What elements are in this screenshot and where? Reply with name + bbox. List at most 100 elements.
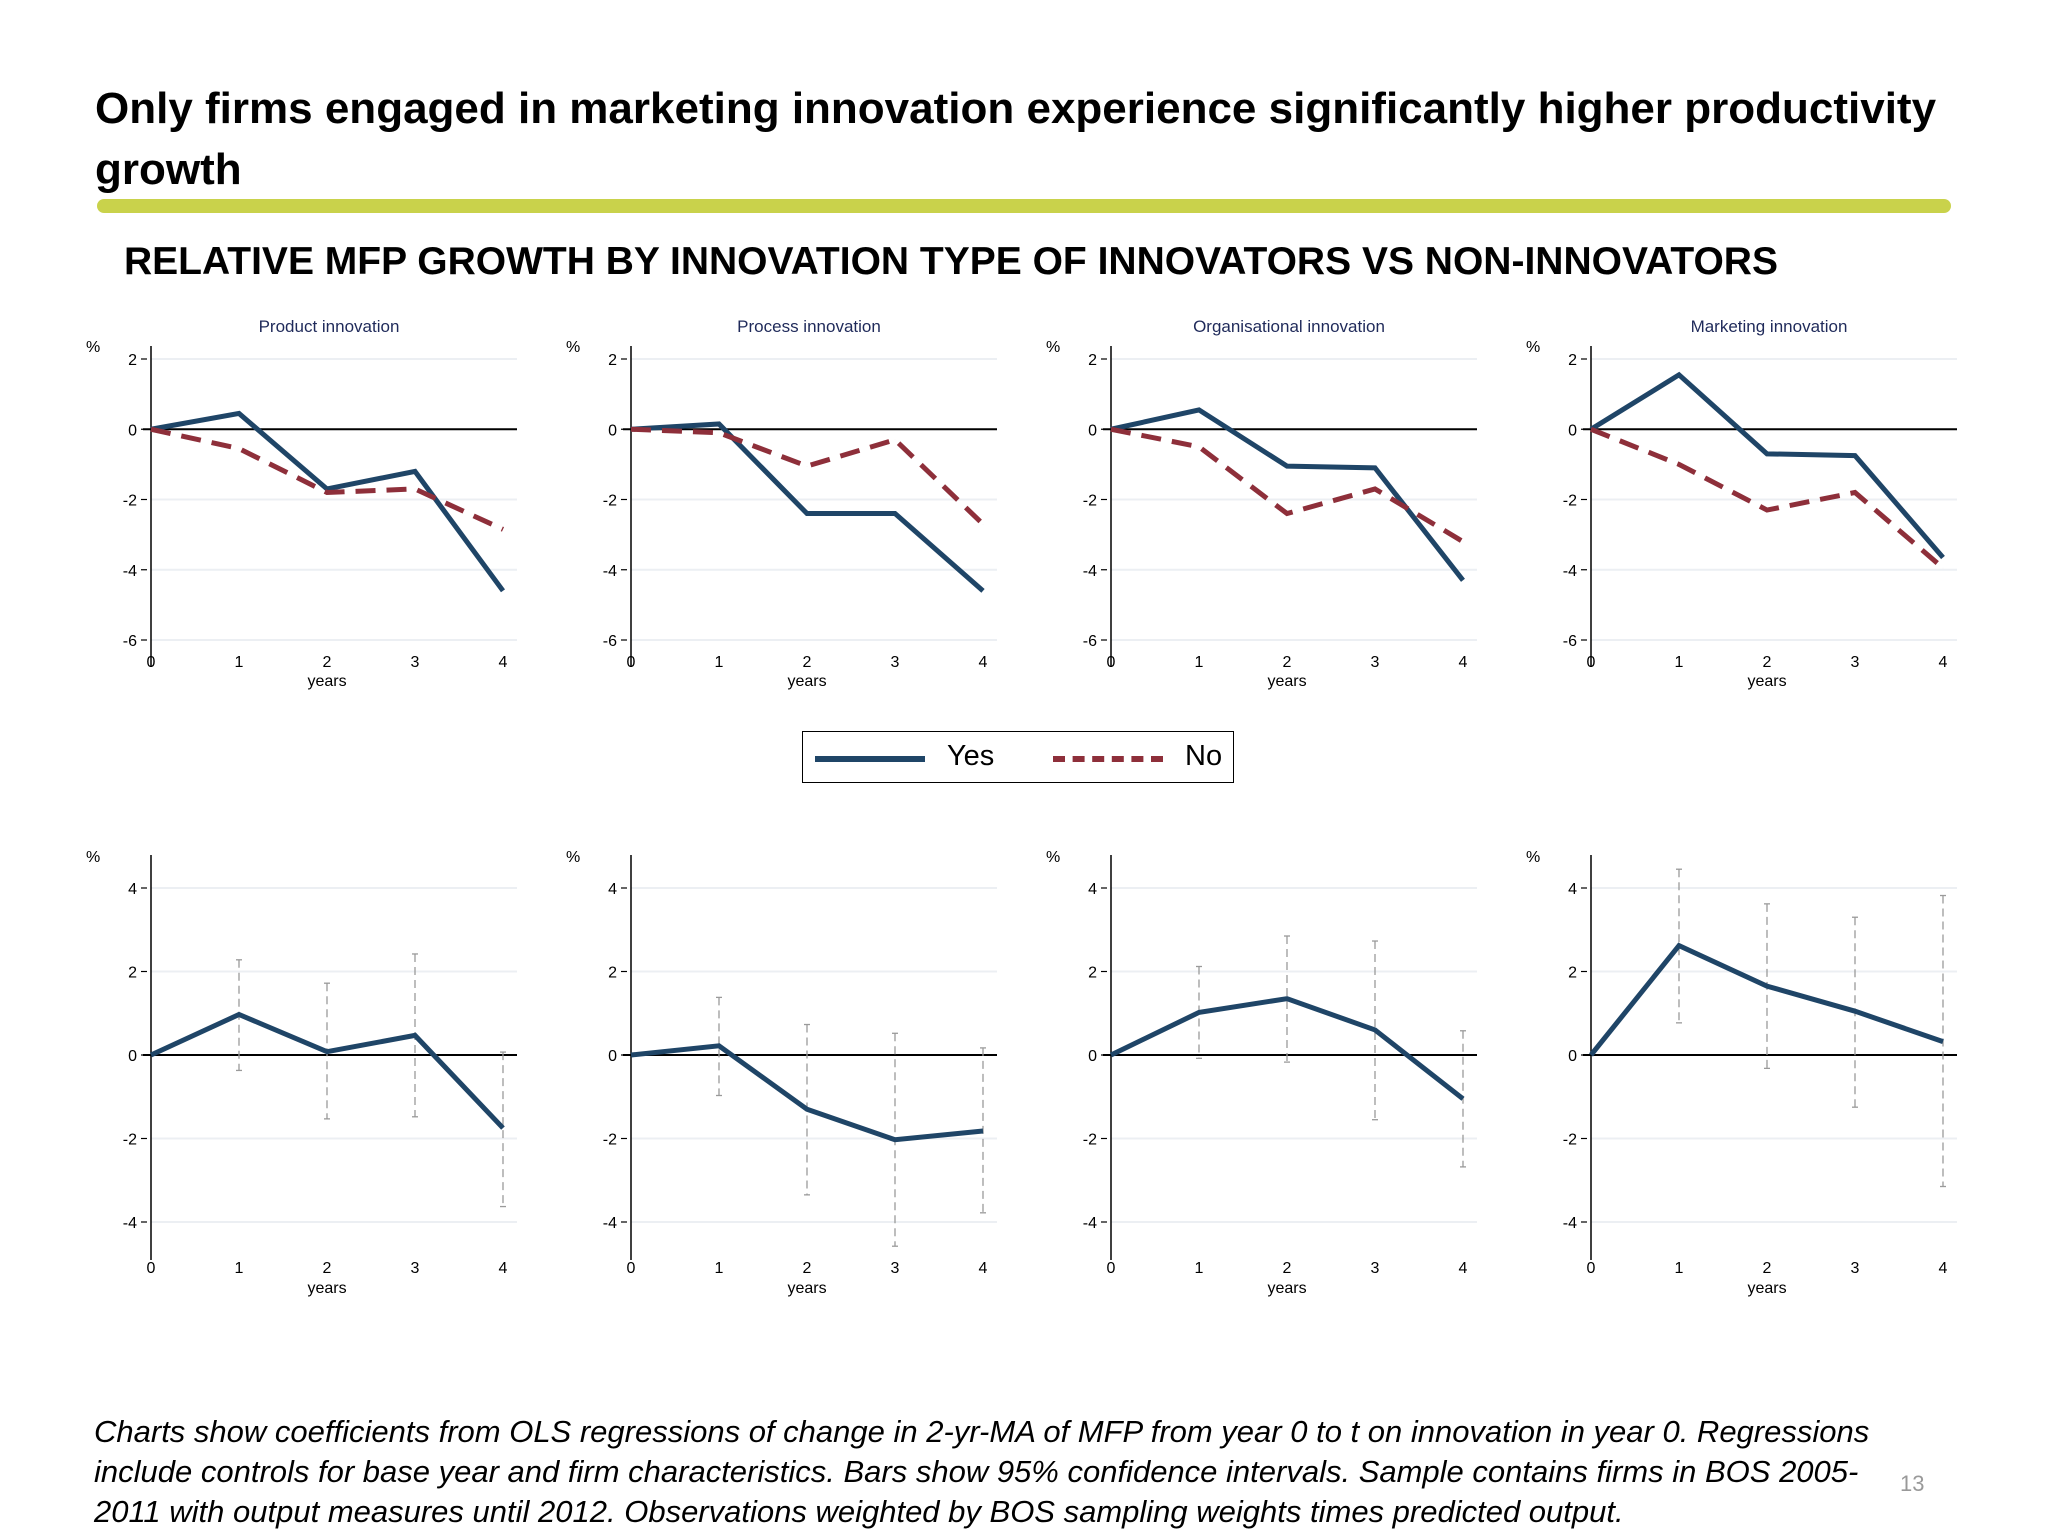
x-tick-label: 0 <box>1107 1260 1116 1277</box>
y-tick-label: -4 <box>123 1215 137 1232</box>
x-tick-label: 1 <box>715 1260 724 1277</box>
y-tick-label: 4 <box>608 881 617 898</box>
x-axis-label: years <box>1267 673 1306 690</box>
x-tick-label: 2 <box>1283 1260 1292 1277</box>
x-tick-label: 2 <box>1283 654 1292 671</box>
series-line-coef <box>149 1011 505 1130</box>
chart-title: Organisational innovation <box>1193 317 1385 336</box>
series-line-yes <box>150 410 506 593</box>
x-tick-label: 3 <box>411 1260 420 1277</box>
x-tick-label: 2 <box>323 1260 332 1277</box>
y-axis-label: % <box>566 339 580 356</box>
x-tick-label: 0 <box>1107 654 1116 671</box>
y-axis-label: % <box>1526 339 1540 356</box>
x-axis-label: years <box>1747 673 1786 690</box>
y-tick-label: -2 <box>1563 493 1577 510</box>
y-tick-label: 0 <box>1568 1048 1577 1065</box>
y-tick-label: -6 <box>603 633 617 650</box>
x-tick-label: 3 <box>411 654 420 671</box>
legend-swatch-yes <box>815 756 925 762</box>
y-axis-label: % <box>86 849 100 866</box>
y-tick-label: 2 <box>608 965 617 982</box>
x-axis-label: years <box>1267 1280 1306 1297</box>
y-tick-label: 4 <box>1568 881 1577 898</box>
y-tick-label: -6 <box>1083 633 1097 650</box>
x-axis-label: years <box>787 1280 826 1297</box>
x-tick-label: 1 <box>1195 1260 1204 1277</box>
series-line-no <box>630 426 985 526</box>
series-line-yes <box>1589 371 1945 560</box>
series-line-yes <box>630 421 985 593</box>
x-tick-label: 1 <box>1675 654 1684 671</box>
x-tick-label: 4 <box>499 1260 508 1277</box>
y-tick-label: 2 <box>1088 965 1097 982</box>
y-tick-label: -4 <box>603 563 617 580</box>
chart-title: Product innovation <box>259 317 400 336</box>
x-tick-label: 4 <box>1939 1260 1948 1277</box>
x-tick-label: 4 <box>1939 654 1948 671</box>
y-tick-label: -4 <box>1563 1215 1577 1232</box>
y-tick-label: -4 <box>603 1215 617 1232</box>
x-tick-label: 3 <box>1371 654 1380 671</box>
x-tick-label: 3 <box>1851 1260 1860 1277</box>
y-tick-label: 0 <box>608 1048 617 1065</box>
x-tick-label: 2 <box>803 654 812 671</box>
x-tick-label: 0 <box>147 654 156 671</box>
y-tick-label: 2 <box>1088 352 1097 369</box>
y-tick-label: -2 <box>603 493 617 510</box>
y-tick-label: -4 <box>1563 563 1577 580</box>
y-tick-label: 2 <box>1568 352 1577 369</box>
y-tick-label: 2 <box>608 352 617 369</box>
series-line-coef <box>1109 996 1465 1101</box>
y-axis-label: % <box>566 849 580 866</box>
x-tick-label: 1 <box>715 654 724 671</box>
x-tick-label: 1 <box>235 654 244 671</box>
x-tick-label: 3 <box>891 1260 900 1277</box>
x-tick-label: 0 <box>1587 654 1596 671</box>
y-tick-label: -4 <box>123 563 137 580</box>
slide-subtitle: RELATIVE MFP GROWTH BY INNOVATION TYPE O… <box>124 240 1778 283</box>
x-tick-label: 4 <box>979 1260 988 1277</box>
y-tick-label: -2 <box>1083 493 1097 510</box>
x-axis-label: years <box>1747 1280 1786 1297</box>
x-tick-label: 1 <box>1195 654 1204 671</box>
footnote: Charts show coefficients from OLS regres… <box>94 1414 1870 1529</box>
x-tick-label: 2 <box>1763 1260 1772 1277</box>
y-tick-label: -2 <box>1563 1132 1577 1149</box>
legend-swatch-no <box>1053 756 1163 762</box>
chart-title: Marketing innovation <box>1691 317 1848 336</box>
x-tick-label: 2 <box>1763 654 1772 671</box>
y-tick-label: 0 <box>608 422 617 439</box>
accent-bar <box>97 199 1951 213</box>
y-axis-label: % <box>1046 339 1060 356</box>
x-tick-label: 4 <box>1459 1260 1468 1277</box>
y-tick-label: 0 <box>128 422 137 439</box>
y-tick-label: 2 <box>128 965 137 982</box>
y-tick-label: -2 <box>123 1132 137 1149</box>
x-tick-label: 2 <box>803 1260 812 1277</box>
legend-label-yes: Yes <box>947 740 995 772</box>
series-line-no <box>1110 426 1465 544</box>
x-tick-label: 1 <box>1675 1260 1684 1277</box>
y-tick-label: 0 <box>128 1048 137 1065</box>
x-tick-label: 3 <box>1371 1260 1380 1277</box>
series-line-yes <box>1110 407 1465 582</box>
y-tick-label: 0 <box>1088 422 1097 439</box>
series-line-no <box>150 426 505 532</box>
x-tick-label: 0 <box>627 654 636 671</box>
y-tick-label: 4 <box>128 881 137 898</box>
x-tick-label: 2 <box>323 654 332 671</box>
y-axis-label: % <box>1046 849 1060 866</box>
slide-title: Only firms engaged in marketing innovati… <box>95 84 1937 194</box>
y-axis-label: % <box>1526 849 1540 866</box>
y-tick-label: 0 <box>1568 422 1577 439</box>
x-axis-label: years <box>307 673 346 690</box>
chart-title: Process innovation <box>737 317 881 336</box>
y-tick-label: -6 <box>123 633 137 650</box>
x-tick-label: 0 <box>1587 1260 1596 1277</box>
legend-label-no: No <box>1185 740 1223 772</box>
y-tick-label: -6 <box>1563 633 1577 650</box>
page-number: 13 <box>1900 1471 1925 1496</box>
x-axis-label: years <box>787 673 826 690</box>
